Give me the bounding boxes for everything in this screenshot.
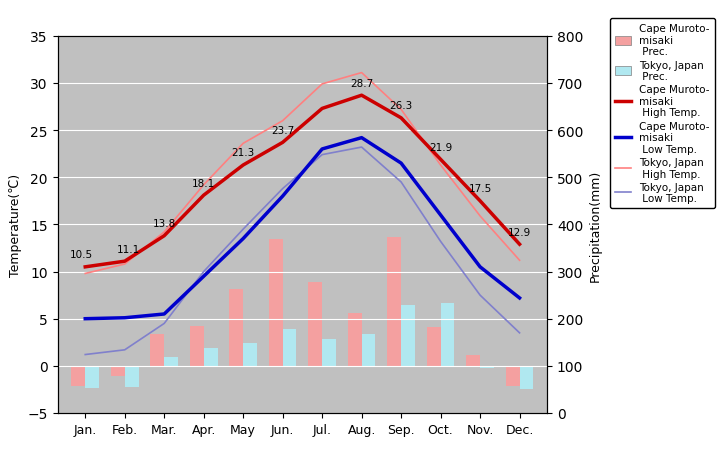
Bar bbox=[111, 366, 125, 376]
Text: 21.3: 21.3 bbox=[232, 148, 255, 158]
Text: 13.8: 13.8 bbox=[153, 218, 176, 229]
Bar bbox=[427, 327, 441, 366]
Bar bbox=[348, 313, 361, 366]
Text: 17.5: 17.5 bbox=[469, 184, 492, 194]
Text: 26.3: 26.3 bbox=[390, 101, 413, 111]
Legend: Cape Muroto-
misaki
 Prec., Tokyo, Japan
 Prec., Cape Muroto-
misaki
 High Temp.: Cape Muroto- misaki Prec., Tokyo, Japan … bbox=[610, 19, 715, 209]
Bar bbox=[164, 358, 178, 366]
Text: 21.9: 21.9 bbox=[429, 142, 452, 152]
Text: 23.7: 23.7 bbox=[271, 126, 294, 135]
Bar bbox=[190, 326, 204, 366]
Bar bbox=[85, 366, 99, 389]
Bar bbox=[308, 282, 322, 366]
Bar bbox=[204, 348, 217, 366]
Text: 10.5: 10.5 bbox=[70, 250, 93, 260]
Bar bbox=[467, 355, 480, 366]
Bar bbox=[505, 366, 520, 386]
Bar bbox=[269, 239, 283, 366]
Bar bbox=[387, 238, 401, 366]
Text: 28.7: 28.7 bbox=[350, 78, 373, 89]
Bar bbox=[361, 334, 375, 366]
Bar bbox=[71, 366, 85, 386]
Bar bbox=[480, 366, 494, 368]
Bar bbox=[441, 303, 454, 366]
Text: 11.1: 11.1 bbox=[117, 244, 140, 254]
Bar bbox=[401, 306, 415, 366]
Bar bbox=[125, 366, 138, 387]
Text: 18.1: 18.1 bbox=[192, 178, 215, 188]
Text: 12.9: 12.9 bbox=[508, 227, 531, 237]
Bar bbox=[520, 366, 534, 389]
Bar bbox=[322, 340, 336, 366]
Bar bbox=[230, 290, 243, 366]
Bar bbox=[283, 330, 297, 366]
Y-axis label: Temperature(℃): Temperature(℃) bbox=[9, 174, 22, 276]
Bar bbox=[243, 343, 257, 366]
Y-axis label: Precipitation(mm): Precipitation(mm) bbox=[589, 169, 602, 281]
Bar bbox=[150, 334, 164, 366]
